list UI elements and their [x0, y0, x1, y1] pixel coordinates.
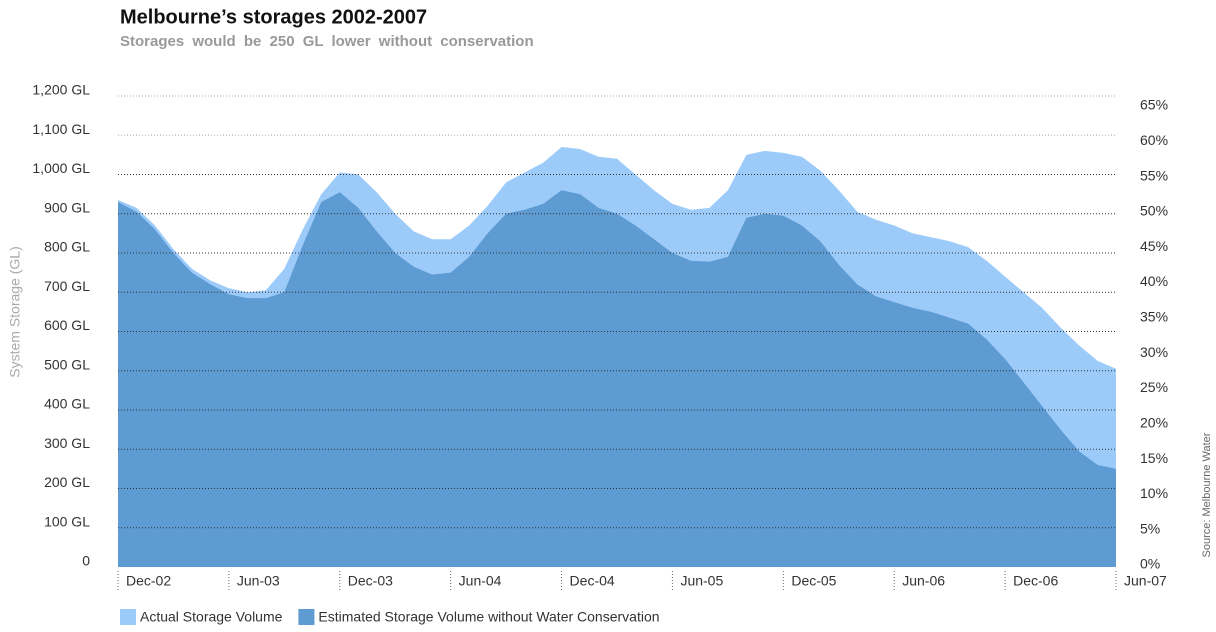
x-tick-label: Dec-04 [570, 573, 615, 589]
y-tick-label: 900 GL [44, 199, 90, 215]
x-tick-label: Dec-06 [1013, 573, 1058, 589]
y2-tick-label: 45% [1140, 238, 1168, 254]
x-tick-label: Jun-03 [237, 573, 280, 589]
x-tick-label: Jun-06 [902, 573, 945, 589]
x-tick-label: Dec-02 [126, 573, 171, 589]
source: Source: Melbourne Water [1201, 432, 1213, 557]
legend-label: Estimated Storage Volume without Water C… [318, 609, 659, 625]
y2-tick-label: 30% [1140, 344, 1168, 360]
y-tick-label: 800 GL [44, 239, 90, 255]
y2-tick-label: 25% [1140, 379, 1168, 395]
y-tick-label: 1,100 GL [32, 121, 90, 137]
legend-swatch [298, 609, 315, 625]
legend-swatch [120, 609, 136, 625]
chart-title: Melbourne’s storages 2002-2007 [120, 6, 427, 28]
y-tick-label: 400 GL [44, 396, 90, 412]
x-tick-label: Dec-05 [791, 573, 836, 589]
y2-tick-label: 65% [1140, 97, 1168, 113]
y-tick-label: 1,000 GL [32, 160, 90, 176]
x-tick-label: Jun-05 [680, 573, 723, 589]
y-tick-label: 0 [82, 553, 90, 569]
y-tick-label: 1,200 GL [32, 82, 90, 98]
y2-tick-label: 10% [1140, 485, 1168, 501]
y2-tick-label: 5% [1140, 520, 1160, 536]
area [118, 190, 1116, 567]
y2-tick-label: 50% [1140, 203, 1168, 219]
x-tick-label: Dec-03 [348, 573, 393, 589]
y-tick-label: 200 GL [44, 474, 90, 490]
y2-tick-label: 55% [1140, 167, 1168, 183]
chart-subtitle: Storages would be 250 GL lower without c… [120, 33, 534, 50]
y-tick-label: 100 GL [44, 513, 90, 529]
y2-tick-label: 15% [1140, 450, 1168, 466]
y2-tick-label: 40% [1140, 273, 1168, 289]
x-tick-label: Jun-07 [1124, 573, 1167, 589]
y2-tick-label: 35% [1140, 309, 1168, 325]
y-tick-label: 300 GL [44, 435, 90, 451]
y2-tick-label: 60% [1140, 132, 1168, 148]
y-tick-label: 500 GL [44, 356, 90, 372]
x-tick-label: Jun-04 [459, 573, 502, 589]
y-tick-label: 700 GL [44, 278, 90, 294]
y-tick-label: 600 GL [44, 317, 90, 333]
legend-label: Actual Storage Volume [140, 609, 283, 625]
y-axis-title: System Storage (GL) [7, 246, 23, 378]
y2-tick-label: 20% [1140, 414, 1168, 430]
y2-tick-label: 0% [1140, 556, 1160, 572]
